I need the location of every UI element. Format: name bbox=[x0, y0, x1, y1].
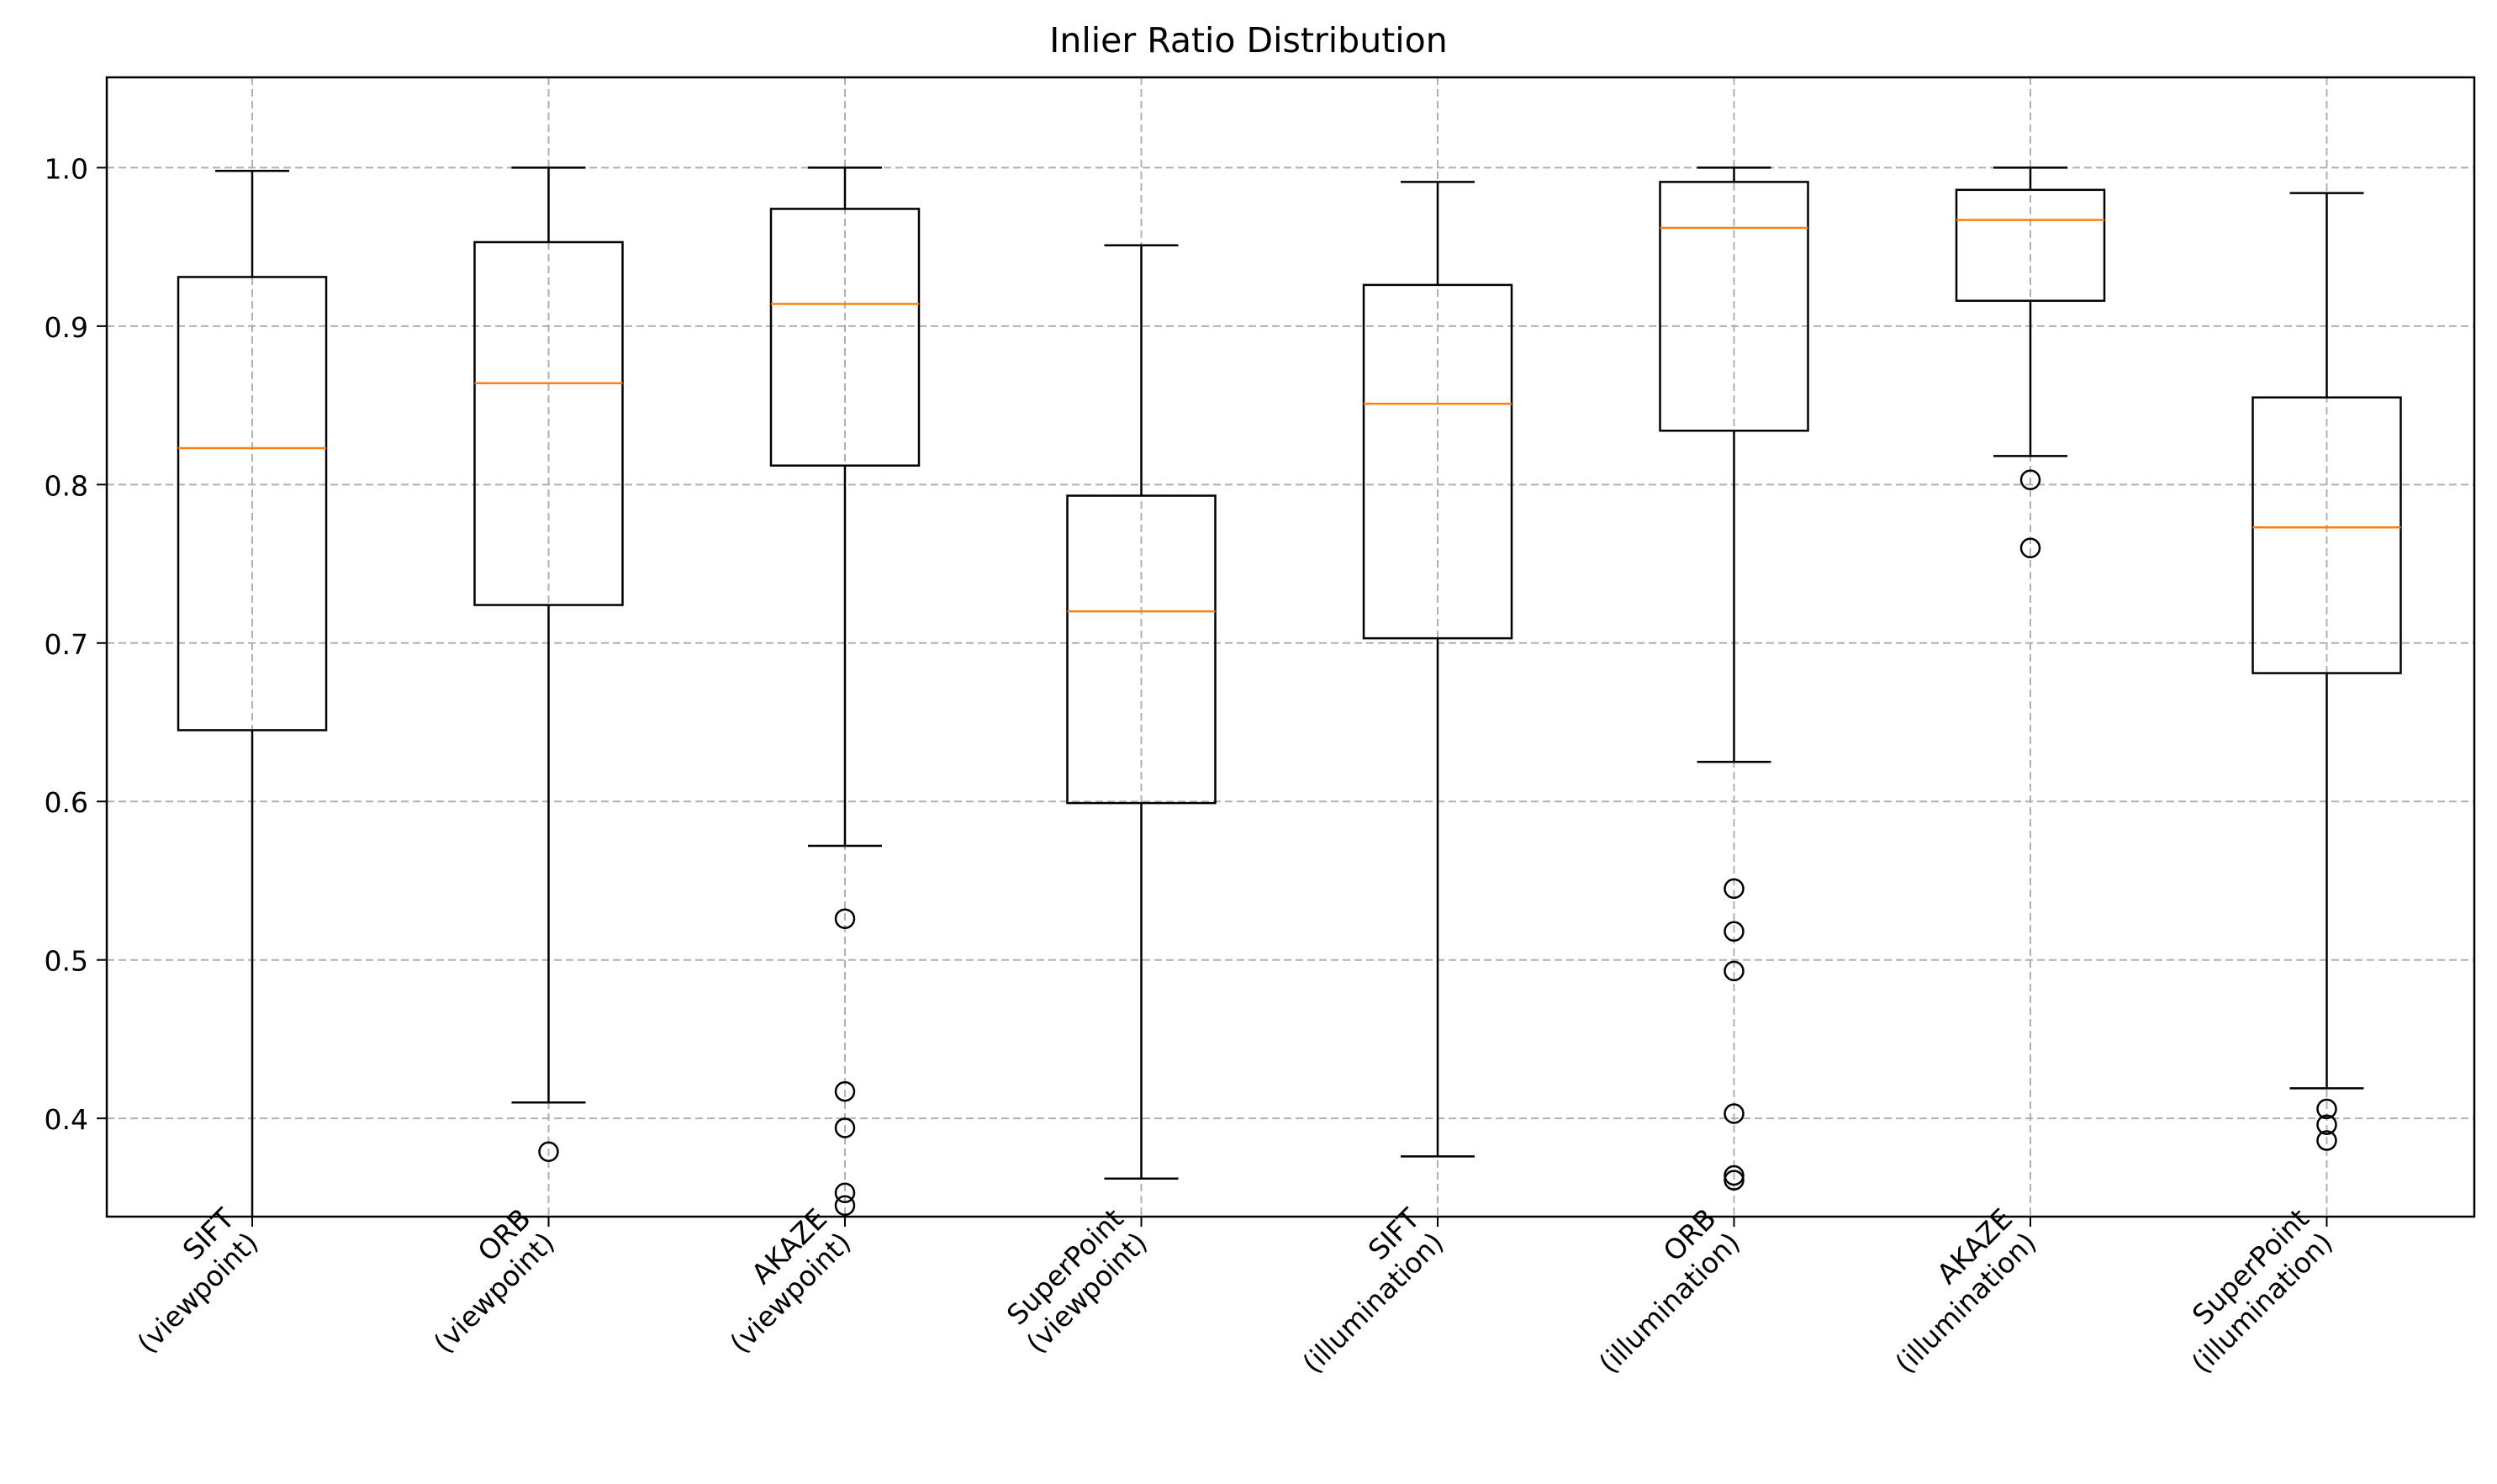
box-4 bbox=[1066, 244, 1217, 1180]
outlier-point bbox=[1724, 921, 1745, 943]
box-6 bbox=[1659, 166, 1809, 1191]
y-tick-label: 0.9 bbox=[45, 311, 88, 344]
y-tick-label: 0.4 bbox=[45, 1103, 88, 1136]
axes: 0.4 0.5 0.6 0.7 0.8 0.9 1.0 SIFT(viewpoint) ORB(… bbox=[45, 152, 2339, 1380]
box-1 bbox=[177, 169, 328, 1217]
x-tick-label: ORB(illumination) bbox=[1592, 1202, 1746, 1380]
x-tick-label: AKAZE(illumination) bbox=[1888, 1202, 2042, 1380]
outlier-point bbox=[1724, 878, 1745, 900]
y-tick-label: 0.7 bbox=[45, 628, 88, 661]
outlier-point bbox=[1724, 1170, 1745, 1191]
outlier-point bbox=[834, 908, 856, 929]
outlier-point bbox=[834, 1080, 856, 1102]
outlier-point bbox=[538, 1141, 559, 1162]
outlier-point bbox=[1724, 1103, 1745, 1124]
y-tick-label: 0.6 bbox=[45, 786, 88, 819]
x-tick-label: SuperPoint(illumination) bbox=[2185, 1202, 2339, 1380]
outlier-point bbox=[834, 1195, 856, 1217]
box-group bbox=[177, 166, 2402, 1217]
y-tick-label: 0.8 bbox=[45, 469, 88, 502]
outlier-point bbox=[2316, 1098, 2337, 1120]
boxes bbox=[177, 166, 2402, 1217]
outlier-point bbox=[2316, 1114, 2337, 1135]
box-2 bbox=[473, 166, 624, 1162]
iqr-box bbox=[1066, 494, 1217, 805]
outlier-point bbox=[2019, 469, 2041, 490]
iqr-box bbox=[177, 276, 328, 731]
box-7 bbox=[1955, 166, 2106, 558]
box-3 bbox=[769, 166, 921, 1217]
iqr-box bbox=[1955, 188, 2106, 302]
iqr-box bbox=[473, 240, 624, 606]
x-tick-label: SIFT(viewpoint) bbox=[130, 1201, 264, 1360]
box-5 bbox=[1362, 181, 1513, 1158]
x-tick-label: SuperPoint(viewpoint) bbox=[1000, 1202, 1153, 1360]
iqr-box bbox=[1362, 283, 1513, 640]
iqr-box bbox=[2252, 396, 2402, 674]
outlier-point bbox=[2316, 1130, 2337, 1151]
outlier-point bbox=[834, 1117, 856, 1138]
outlier-point bbox=[2019, 537, 2041, 558]
outlier-point bbox=[1724, 960, 1745, 982]
iqr-box bbox=[1659, 181, 1809, 432]
iqr-box bbox=[769, 208, 921, 467]
x-tick-label: SIFT(illumination) bbox=[1296, 1201, 1449, 1380]
y-tick-label: 0.5 bbox=[45, 945, 88, 978]
grid-lines bbox=[107, 77, 2474, 1217]
y-tick-label: 1.0 bbox=[45, 152, 88, 185]
box-8 bbox=[2252, 192, 2402, 1151]
x-tick-label: AKAZE(viewpoint) bbox=[723, 1202, 857, 1360]
x-tick-label: ORB(viewpoint) bbox=[427, 1202, 561, 1360]
outlier-point bbox=[834, 1182, 856, 1203]
chart-title: Inlier Ratio Distribution bbox=[1049, 20, 1447, 61]
plot-frame bbox=[105, 76, 2476, 1218]
outlier-point bbox=[1724, 1164, 1745, 1186]
